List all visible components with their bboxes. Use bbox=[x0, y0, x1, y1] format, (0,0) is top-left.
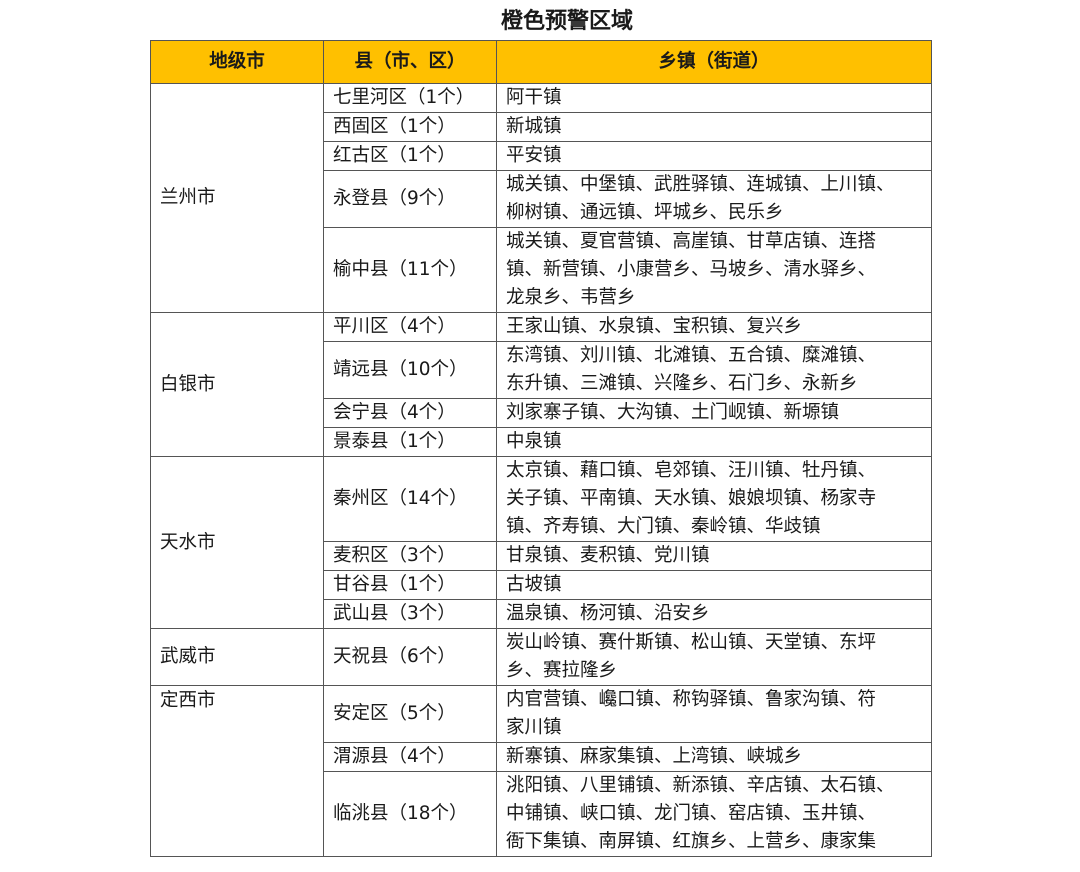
towns-line: 炭山岭镇、赛什斯镇、松山镇、天堂镇、东坪 bbox=[506, 632, 877, 653]
table-row: 靖远县（10个） 东湾镇、刘川镇、北滩镇、五合镇、糜滩镇、 东升镇、三滩镇、兴隆乡、… bbox=[151, 341, 932, 399]
county-cell: 会宁县（4个） bbox=[323, 398, 497, 428]
towns-line: 东湾镇、刘川镇、北滩镇、五合镇、糜滩镇、 bbox=[506, 345, 877, 366]
county-cell: 麦积区（3个） bbox=[323, 541, 497, 571]
towns-line: 王家山镇、水泉镇、宝积镇、复兴乡 bbox=[506, 316, 803, 337]
column-header-city: 地级市 bbox=[150, 40, 324, 84]
towns-line: 洮阳镇、八里铺镇、新添镇、辛店镇、太石镇、 bbox=[506, 775, 895, 796]
towns-line: 东升镇、三滩镇、兴隆乡、石门乡、永新乡 bbox=[506, 373, 858, 394]
table-row: 会宁县（4个） 刘家寨子镇、大沟镇、土门岘镇、新塬镇 bbox=[151, 398, 932, 428]
towns-cell: 古坡镇 bbox=[496, 570, 932, 600]
table-row: 渭源县（4个） 新寨镇、麻家集镇、上湾镇、峡城乡 bbox=[151, 742, 932, 772]
table-row: 麦积区（3个） 甘泉镇、麦积镇、党川镇 bbox=[151, 541, 932, 571]
county-cell: 武山县（3个） bbox=[323, 599, 497, 629]
table-row: 西固区（1个） 新城镇 bbox=[151, 112, 932, 142]
table-row: 永登县（9个） 城关镇、中堡镇、武胜驿镇、连城镇、上川镇、 柳树镇、通远镇、坪城乡、… bbox=[151, 170, 932, 228]
towns-cell: 太京镇、藉口镇、皂郊镇、汪川镇、牡丹镇、 关子镇、平南镇、天水镇、娘娘坝镇、杨家寺… bbox=[496, 456, 932, 542]
towns-line: 乡、赛拉隆乡 bbox=[506, 660, 618, 681]
table-row: 白银市 平川区（4个） 王家山镇、水泉镇、宝积镇、复兴乡 bbox=[150, 312, 932, 457]
county-cell: 永登县（9个） bbox=[323, 170, 497, 228]
towns-line: 内官营镇、巉口镇、称钩驿镇、鲁家沟镇、符 bbox=[506, 689, 877, 710]
county-cell: 临洮县（18个） bbox=[323, 771, 497, 857]
county-cell: 红古区（1个） bbox=[323, 141, 497, 171]
towns-line: 平安镇 bbox=[506, 145, 562, 166]
towns-line: 关子镇、平南镇、天水镇、娘娘坝镇、杨家寺 bbox=[506, 488, 877, 509]
table-row: 景泰县（1个） 中泉镇 bbox=[151, 427, 932, 457]
towns-line: 古坡镇 bbox=[506, 574, 562, 595]
city-cell: 天水市 bbox=[150, 456, 324, 629]
county-cell: 榆中县（11个） bbox=[323, 227, 497, 313]
county-cell: 靖远县（10个） bbox=[323, 341, 497, 399]
table-row: 天水市 秦州区（14个） 太京镇、藉口镇、皂郊镇、汪川镇、牡丹镇、 关子镇、平南镇、天… bbox=[150, 456, 932, 629]
towns-line: 镇、新营镇、小康营乡、马坡乡、清水驿乡、 bbox=[506, 259, 877, 280]
towns-cell: 甘泉镇、麦积镇、党川镇 bbox=[496, 541, 932, 571]
towns-cell: 内官营镇、巉口镇、称钩驿镇、鲁家沟镇、符 家川镇 bbox=[496, 685, 932, 743]
county-cell: 西固区（1个） bbox=[323, 112, 497, 142]
towns-cell: 新城镇 bbox=[496, 112, 932, 142]
towns-line: 太京镇、藉口镇、皂郊镇、汪川镇、牡丹镇、 bbox=[506, 460, 877, 481]
towns-line: 家川镇 bbox=[506, 717, 562, 738]
city-cell: 武威市 bbox=[150, 628, 324, 686]
city-cell: 定西市 bbox=[150, 685, 324, 857]
county-cell: 安定区（5个） bbox=[323, 685, 497, 743]
towns-line: 刘家寨子镇、大沟镇、土门岘镇、新塬镇 bbox=[506, 402, 840, 423]
county-cell: 七里河区（1个） bbox=[323, 83, 497, 113]
towns-line: 甘泉镇、麦积镇、党川镇 bbox=[506, 545, 710, 566]
towns-line: 温泉镇、杨河镇、沿安乡 bbox=[506, 603, 710, 624]
towns-cell: 中泉镇 bbox=[496, 427, 932, 457]
towns-line: 城关镇、夏官营镇、高崖镇、甘草店镇、连搭 bbox=[506, 231, 877, 252]
page-title: 橙色预警区域 bbox=[500, 9, 633, 34]
column-header-county: 县（市、区） bbox=[323, 40, 497, 84]
county-cell: 渭源县（4个） bbox=[323, 742, 497, 772]
county-cell: 秦州区（14个） bbox=[323, 456, 497, 542]
towns-cell: 城关镇、夏官营镇、高崖镇、甘草店镇、连搭 镇、新营镇、小康营乡、马坡乡、清水驿乡、… bbox=[496, 227, 932, 313]
towns-line: 龙泉乡、韦营乡 bbox=[506, 287, 636, 308]
towns-line: 中铺镇、峡口镇、龙门镇、窑店镇、玉井镇、 bbox=[506, 803, 877, 824]
table-row: 兰州市 七里河区（1个） 阿干镇 bbox=[150, 83, 932, 313]
towns-cell: 阿干镇 bbox=[496, 83, 932, 113]
towns-line: 柳树镇、通远镇、坪城乡、民乐乡 bbox=[506, 202, 784, 223]
towns-cell: 洮阳镇、八里铺镇、新添镇、辛店镇、太石镇、 中铺镇、峡口镇、龙门镇、窑店镇、玉井镇… bbox=[496, 771, 932, 857]
towns-cell: 平安镇 bbox=[496, 141, 932, 171]
column-header-towns: 乡镇（街道） bbox=[496, 40, 932, 84]
towns-line: 镇、齐寿镇、大门镇、秦岭镇、华歧镇 bbox=[506, 516, 821, 537]
table-row: 榆中县（11个） 城关镇、夏官营镇、高崖镇、甘草店镇、连搭 镇、新营镇、小康营乡、马… bbox=[151, 227, 932, 313]
city-cell: 白银市 bbox=[150, 312, 324, 457]
table-row: 定西市 安定区（5个） 内官营镇、巉口镇、称钩驿镇、鲁家沟镇、符 家川镇 bbox=[150, 685, 932, 857]
towns-cell: 新寨镇、麻家集镇、上湾镇、峡城乡 bbox=[496, 742, 932, 772]
city-cell: 兰州市 bbox=[150, 83, 324, 313]
county-cell: 天祝县（6个） bbox=[323, 628, 497, 686]
table-row: 武威市 天祝县（6个） 炭山岭镇、赛什斯镇、松山镇、天堂镇、东坪 乡、赛拉隆乡 bbox=[150, 628, 932, 686]
towns-cell: 王家山镇、水泉镇、宝积镇、复兴乡 bbox=[496, 312, 932, 342]
county-cell: 甘谷县（1个） bbox=[323, 570, 497, 600]
towns-line: 新城镇 bbox=[506, 116, 562, 137]
towns-cell: 东湾镇、刘川镇、北滩镇、五合镇、糜滩镇、 东升镇、三滩镇、兴隆乡、石门乡、永新乡 bbox=[496, 341, 932, 399]
table-row: 红古区（1个） 平安镇 bbox=[151, 141, 932, 171]
towns-line: 新寨镇、麻家集镇、上湾镇、峡城乡 bbox=[506, 746, 803, 767]
towns-line: 城关镇、中堡镇、武胜驿镇、连城镇、上川镇、 bbox=[506, 174, 895, 195]
towns-cell: 炭山岭镇、赛什斯镇、松山镇、天堂镇、东坪 乡、赛拉隆乡 bbox=[496, 628, 932, 686]
towns-line: 阿干镇 bbox=[506, 87, 562, 108]
towns-cell: 城关镇、中堡镇、武胜驿镇、连城镇、上川镇、 柳树镇、通远镇、坪城乡、民乐乡 bbox=[496, 170, 932, 228]
towns-line: 中泉镇 bbox=[506, 431, 562, 452]
orange-warning-table: 地级市 县（市、区） 乡镇（街道） 兰州市 七里河区（1个） 阿干镇 西固区（1个） 新… bbox=[150, 40, 932, 857]
table-header-row: 地级市 县（市、区） 乡镇（街道） bbox=[150, 40, 932, 84]
towns-cell: 刘家寨子镇、大沟镇、土门岘镇、新塬镇 bbox=[496, 398, 932, 428]
table-row: 武山县（3个） 温泉镇、杨河镇、沿安乡 bbox=[151, 599, 932, 629]
towns-cell: 温泉镇、杨河镇、沿安乡 bbox=[496, 599, 932, 629]
county-cell: 平川区（4个） bbox=[323, 312, 497, 342]
table-row: 临洮县（18个） 洮阳镇、八里铺镇、新添镇、辛店镇、太石镇、 中铺镇、峡口镇、龙门镇… bbox=[151, 771, 932, 857]
county-cell: 景泰县（1个） bbox=[323, 427, 497, 457]
towns-line: 衙下集镇、南屏镇、红旗乡、上营乡、康家集 bbox=[506, 831, 877, 852]
